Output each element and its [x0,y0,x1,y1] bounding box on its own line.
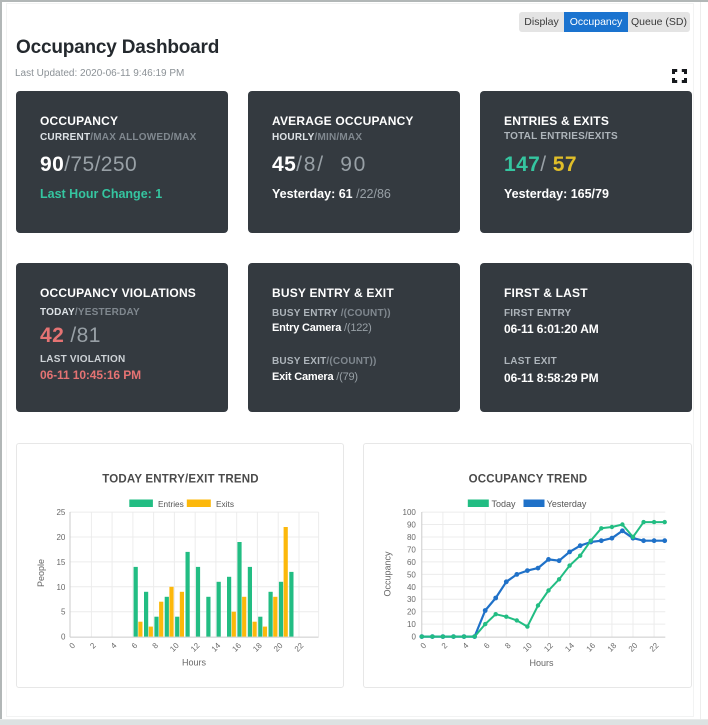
svg-text:20: 20 [272,641,285,654]
svg-text:Occupancy: Occupancy [383,551,393,597]
svg-text:30: 30 [407,595,416,604]
svg-text:6: 6 [482,641,492,651]
svg-text:22: 22 [293,641,306,654]
svg-text:8: 8 [503,641,513,651]
svg-text:90: 90 [407,521,416,530]
svg-text:OCCUPANCY TREND: OCCUPANCY TREND [469,474,588,486]
svg-text:20: 20 [627,641,640,654]
svg-text:16: 16 [230,641,243,654]
svg-text:4: 4 [461,641,471,651]
svg-text:70: 70 [407,546,416,555]
svg-text:TODAY ENTRY/EXIT TREND: TODAY ENTRY/EXIT TREND [102,474,258,486]
svg-text:16: 16 [585,641,598,654]
svg-text:Exits: Exits [216,499,234,509]
svg-text:22: 22 [648,641,661,654]
svg-text:10: 10 [521,641,534,654]
svg-text:25: 25 [56,508,65,517]
svg-text:20: 20 [407,608,416,617]
svg-text:8: 8 [151,641,161,651]
svg-text:5: 5 [61,608,66,617]
svg-text:2: 2 [440,641,450,651]
svg-text:0: 0 [61,633,66,642]
svg-text:2: 2 [88,641,98,651]
svg-text:4: 4 [109,641,119,651]
svg-text:People: People [36,559,46,587]
svg-text:0: 0 [68,641,78,651]
svg-text:12: 12 [542,641,555,654]
svg-text:15: 15 [56,558,65,567]
svg-text:10: 10 [56,583,65,592]
svg-text:Today: Today [492,499,517,509]
svg-text:Entries: Entries [158,499,184,509]
svg-text:50: 50 [407,570,416,579]
svg-text:10: 10 [168,641,181,654]
svg-text:Hours: Hours [529,658,554,668]
svg-text:18: 18 [606,641,619,654]
svg-text:14: 14 [210,641,223,654]
svg-text:12: 12 [189,641,202,654]
svg-text:Yesterday: Yesterday [547,499,587,509]
svg-text:40: 40 [407,583,416,592]
svg-text:0: 0 [419,641,429,651]
svg-text:6: 6 [130,641,140,651]
svg-text:14: 14 [563,641,576,654]
svg-text:80: 80 [407,533,416,542]
svg-text:0: 0 [411,633,416,642]
svg-text:20: 20 [56,533,65,542]
svg-text:60: 60 [407,558,416,567]
svg-text:100: 100 [403,508,417,517]
svg-text:10: 10 [407,620,416,629]
svg-text:18: 18 [251,641,264,654]
svg-text:Hours: Hours [182,658,207,668]
